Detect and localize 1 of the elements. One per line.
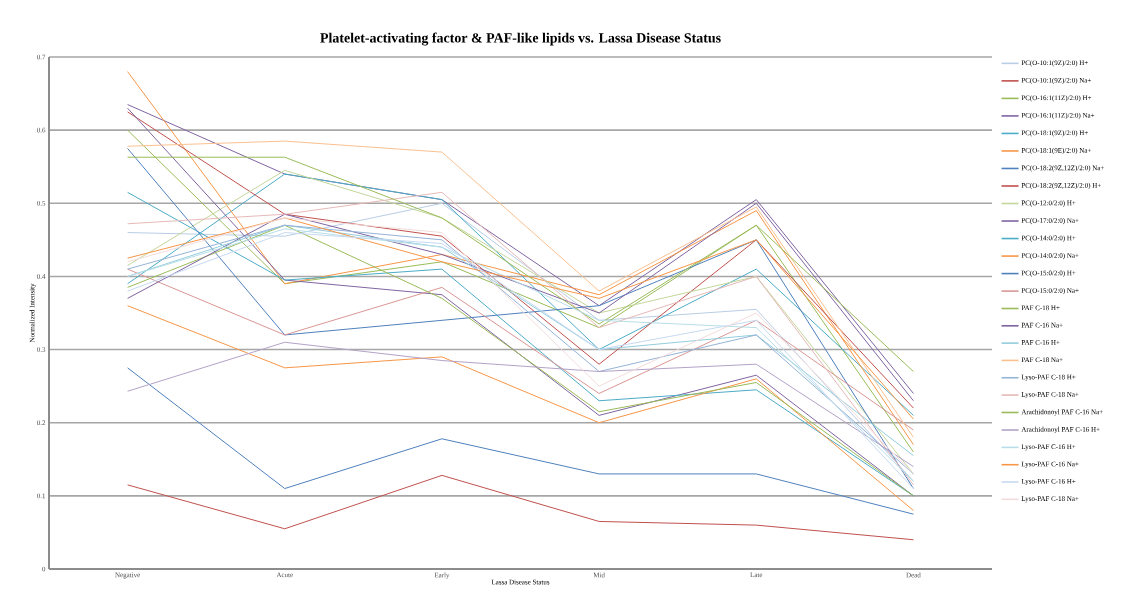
chart-title: Platelet-activating factor & PAF-like lipids vs. Lassa Disease Status — [320, 32, 721, 46]
